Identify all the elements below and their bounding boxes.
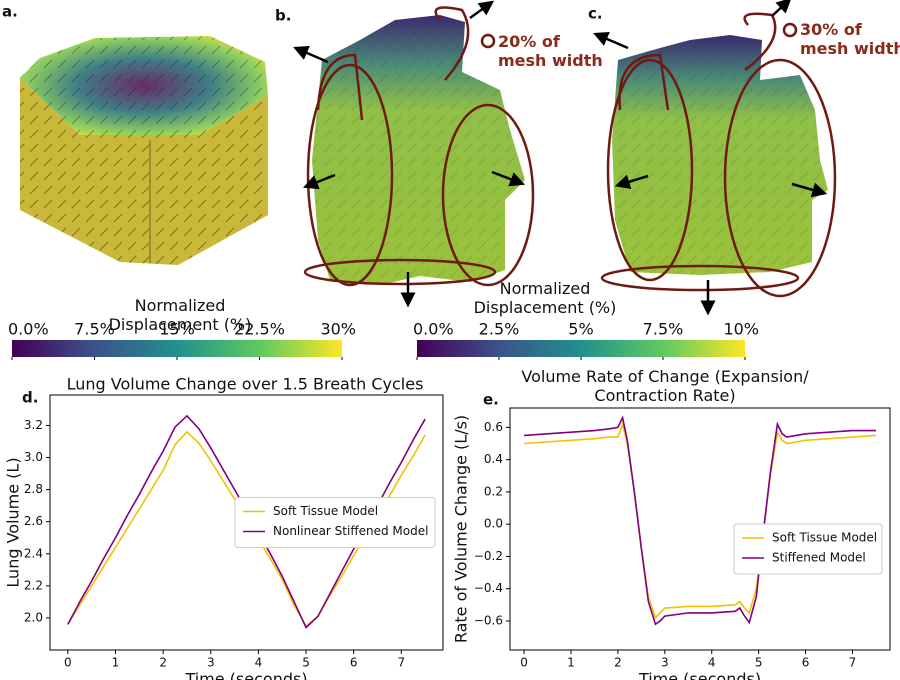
plot-frame	[49, 394, 444, 651]
annotation: 20% of mesh width	[498, 32, 603, 70]
panel-label: b.	[275, 7, 291, 25]
x-tick-label: 0	[520, 656, 528, 670]
x-tick-label: 1	[112, 656, 120, 670]
prism-render	[20, 36, 268, 265]
x-tick-label: 4	[708, 656, 716, 670]
x-axis-label: Time (seconds)	[184, 670, 307, 680]
x-tick-label: 0	[64, 656, 72, 670]
annotation: 30% of mesh width	[800, 20, 900, 58]
x-tick-label: 2	[614, 656, 622, 670]
x-tick-label: 1	[567, 656, 575, 670]
legend-label: Stiffened Model	[772, 551, 866, 565]
y-tick-label: 0.0	[484, 517, 503, 531]
y-tick-label: 2.6	[24, 514, 43, 528]
panel-label: d.	[22, 389, 38, 407]
chart-title: Lung Volume Change over 1.5 Breath Cycle…	[67, 375, 424, 394]
y-axis-label: Lung Volume (L)	[4, 457, 23, 587]
colorbar	[417, 340, 745, 357]
legend-label: Soft Tissue Model	[772, 531, 877, 545]
legend-box	[234, 497, 436, 548]
data-line	[524, 421, 876, 620]
lung-render-b	[293, 0, 535, 308]
y-tick-label: 0.4	[484, 452, 503, 466]
lung-render-c	[593, 0, 837, 316]
y-tick-label: −0.6	[474, 613, 503, 627]
x-tick-label: 5	[755, 656, 763, 670]
y-axis-label: Rate of Volume Change (L/s)	[452, 415, 471, 643]
y-tick-label: 0.6	[484, 420, 503, 434]
x-tick-label: 2	[159, 656, 167, 670]
colorbar-tick-label: 30%	[320, 320, 356, 339]
legend-label: Soft Tissue Model	[273, 504, 378, 518]
y-tick-label: 0.2	[484, 484, 503, 498]
y-tick-label: −0.4	[474, 581, 503, 595]
x-tick-label: 3	[207, 656, 215, 670]
panel-label: a.	[2, 3, 18, 21]
y-tick-label: 2.8	[24, 482, 43, 496]
plot-frame	[509, 407, 891, 651]
x-tick-label: 5	[302, 656, 310, 670]
colorbar-tick-label: 0.0%	[8, 320, 49, 339]
x-tick-label: 3	[661, 656, 669, 670]
y-tick-label: 2.2	[24, 578, 43, 592]
x-tick-label: 7	[397, 656, 405, 670]
y-tick-label: 2.4	[24, 546, 43, 560]
x-tick-label: 6	[350, 656, 358, 670]
colorbar-label: Normalized Displacement (%)	[109, 296, 252, 334]
panel-label: e.	[483, 391, 499, 409]
legend-label: Nonlinear Stiffened Model	[273, 524, 428, 538]
colorbar-label: Normalized Displacement (%)	[474, 279, 617, 317]
x-tick-label: 7	[849, 656, 857, 670]
colorbar-tick-label: 10%	[723, 320, 759, 339]
chart-title: Volume Rate of Change (Expansion/Contrac…	[521, 367, 809, 405]
y-tick-label: −0.2	[474, 549, 503, 563]
y-tick-label: 2.0	[24, 610, 43, 624]
x-tick-label: 4	[255, 656, 263, 670]
panel-label: c.	[588, 5, 603, 23]
y-tick-label: 3.2	[24, 418, 43, 432]
colorbar-tick-label: 7.5%	[74, 320, 115, 339]
y-tick-label: 3.0	[24, 450, 43, 464]
colorbar	[12, 340, 342, 357]
legend-box	[733, 523, 883, 575]
colorbar-tick-label: 7.5%	[643, 320, 684, 339]
colorbar-tick-label: 0.0%	[413, 320, 454, 339]
data-line	[524, 415, 876, 626]
x-tick-label: 6	[802, 656, 810, 670]
x-axis-label: Time (seconds)	[638, 670, 761, 680]
colorbar-tick-label: 5%	[568, 320, 593, 339]
colorbar-tick-label: 2.5%	[479, 320, 520, 339]
colorbar-tick-label: 15%	[159, 320, 195, 339]
colorbar-tick-label: 22.5%	[234, 320, 285, 339]
